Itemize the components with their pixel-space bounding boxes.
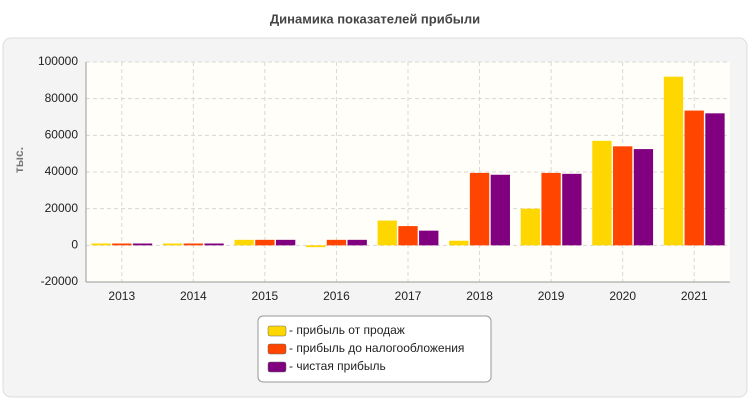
bar	[633, 149, 654, 246]
x-tick-label: 2020	[609, 289, 636, 303]
legend-swatch	[267, 325, 287, 337]
bar	[347, 239, 367, 246]
x-tick-label: 2016	[323, 289, 350, 303]
bar	[613, 146, 633, 246]
legend-swatch	[267, 361, 287, 373]
bar	[469, 172, 490, 246]
y-tick-label: -20000	[41, 274, 79, 288]
bar	[377, 220, 397, 246]
x-tick-label: 2014	[180, 289, 207, 303]
bar	[204, 243, 224, 246]
x-tick-label: 2017	[395, 289, 422, 303]
y-tick-label: 100000	[38, 54, 78, 68]
legend-label: - прибыль до налогообложения	[289, 341, 464, 355]
bar	[562, 173, 582, 246]
x-tick-label: 2018	[466, 289, 493, 303]
bar	[91, 243, 111, 246]
bar	[183, 243, 203, 246]
legend	[257, 315, 492, 383]
legend-swatch	[267, 343, 287, 355]
bar	[592, 140, 612, 246]
bar	[234, 239, 254, 246]
chart-title: Динамика показателей прибыли	[270, 11, 480, 26]
bar	[275, 239, 296, 246]
y-tick-label: 0	[71, 238, 78, 252]
bar	[162, 243, 183, 246]
bar	[663, 76, 684, 246]
y-tick-label: 60000	[45, 128, 79, 142]
x-tick-label: 2021	[681, 289, 708, 303]
y-tick-label: 40000	[45, 164, 79, 178]
bar	[306, 245, 326, 248]
bar	[490, 174, 510, 246]
legend-label: - прибыль от продаж	[289, 323, 405, 337]
x-tick-label: 2013	[108, 289, 135, 303]
bar	[520, 208, 541, 246]
bar	[112, 243, 132, 246]
y-axis-label: тыс.	[12, 147, 26, 173]
bar	[541, 172, 561, 246]
bar	[419, 230, 439, 246]
legend-label: - чистая прибыль	[289, 359, 386, 373]
bar	[132, 243, 153, 246]
bar	[705, 113, 725, 246]
bar	[326, 239, 347, 246]
x-tick-label: 2015	[252, 289, 279, 303]
bar	[684, 110, 704, 246]
y-tick-label: 80000	[45, 91, 79, 105]
x-tick-label: 2019	[538, 289, 565, 303]
bar	[398, 226, 418, 246]
bar	[449, 240, 469, 246]
bar	[255, 239, 275, 246]
y-tick-label: 20000	[45, 201, 79, 215]
